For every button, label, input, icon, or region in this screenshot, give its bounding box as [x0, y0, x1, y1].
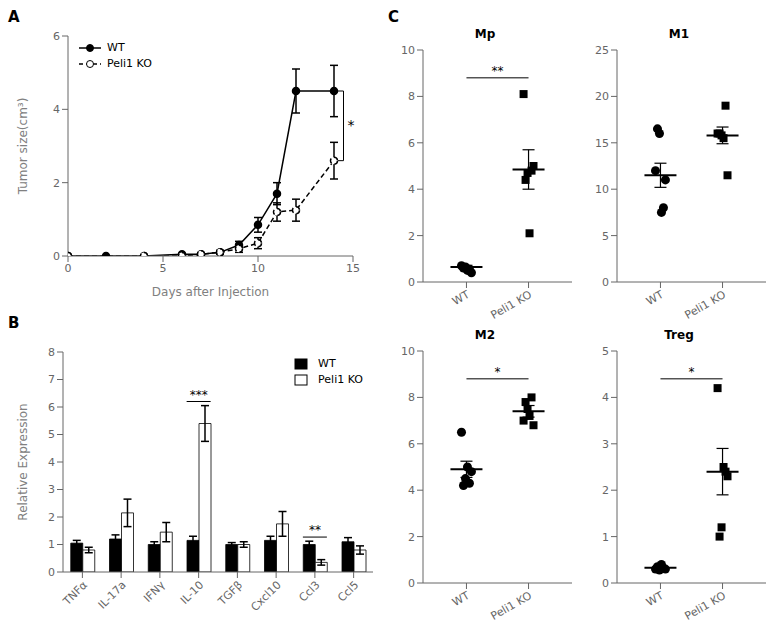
svg-text:2: 2	[48, 511, 55, 524]
html-text:Treg: Treg	[664, 328, 694, 342]
svg-text:10: 10	[595, 183, 609, 196]
svg-text:4: 4	[48, 456, 55, 469]
svg-text:3: 3	[48, 483, 55, 496]
svg-text:20: 20	[595, 90, 609, 103]
svg-text:Tumor size(cm³): Tumor size(cm³)	[16, 98, 30, 196]
svg-text:7: 7	[48, 373, 55, 386]
svg-text:1: 1	[48, 538, 55, 551]
svg-text:TGFβ: TGFβ	[215, 578, 245, 608]
html-text:WT: WT	[107, 41, 125, 54]
svg-text:Peli1 KO: Peli1 KO	[489, 589, 535, 623]
html-text:Peli1 KO: Peli1 KO	[318, 373, 363, 386]
svg-text:2: 2	[53, 177, 60, 190]
svg-text:WT: WT	[450, 288, 472, 308]
svg-text:10: 10	[401, 44, 415, 57]
html-text:M1: M1	[668, 27, 690, 41]
svg-text:4: 4	[408, 183, 415, 196]
svg-text:8: 8	[48, 346, 55, 359]
svg-text:6: 6	[408, 438, 415, 451]
html-text:Peli1 KO: Peli1 KO	[107, 57, 152, 70]
svg-text:4: 4	[602, 391, 609, 404]
svg-text:0: 0	[602, 276, 609, 289]
svg-text:***: ***	[190, 388, 208, 402]
html-text:M2: M2	[474, 328, 496, 342]
svg-text:0: 0	[408, 276, 415, 289]
html-text:Mp: Mp	[474, 27, 496, 41]
svg-text:Peli1 KO: Peli1 KO	[683, 288, 729, 322]
svg-text:0: 0	[48, 566, 55, 579]
svg-text:Days after Injection: Days after Injection	[152, 285, 269, 299]
html-text:C: C	[388, 8, 399, 26]
svg-text:2: 2	[408, 230, 415, 243]
svg-text:IL-17a: IL-17a	[96, 578, 129, 611]
svg-text:6: 6	[408, 137, 415, 150]
svg-text:0: 0	[65, 262, 72, 275]
svg-text:8: 8	[408, 391, 415, 404]
svg-text:10: 10	[251, 262, 265, 275]
svg-text:*: *	[348, 117, 355, 133]
svg-text:5: 5	[160, 262, 167, 275]
svg-text:Relative Expression: Relative Expression	[16, 403, 30, 520]
svg-text:IFNγ: IFNγ	[141, 578, 168, 605]
svg-text:6: 6	[53, 30, 60, 43]
svg-text:WT: WT	[644, 288, 666, 308]
svg-text:8: 8	[408, 90, 415, 103]
svg-text:1: 1	[602, 531, 609, 544]
html-text:B: B	[8, 314, 20, 332]
svg-text:WT: WT	[450, 589, 472, 609]
svg-text:0: 0	[408, 577, 415, 590]
svg-text:0: 0	[53, 250, 60, 263]
svg-text:0: 0	[602, 577, 609, 590]
svg-text:15: 15	[346, 262, 360, 275]
svg-text:10: 10	[401, 345, 415, 358]
svg-text:IL-10: IL-10	[178, 578, 206, 606]
svg-text:15: 15	[595, 137, 609, 150]
svg-text:4: 4	[408, 484, 415, 497]
svg-text:Peli1 KO: Peli1 KO	[489, 288, 535, 322]
svg-text:WT: WT	[644, 589, 666, 609]
svg-text:TNFα: TNFα	[60, 578, 90, 608]
svg-text:**: **	[492, 64, 504, 78]
svg-text:**: **	[309, 523, 321, 537]
svg-text:2: 2	[602, 484, 609, 497]
svg-text:3: 3	[602, 438, 609, 451]
svg-text:*: *	[689, 365, 695, 379]
svg-text:5: 5	[48, 428, 55, 441]
svg-text:2: 2	[408, 531, 415, 544]
svg-text:Ccl5: Ccl5	[335, 578, 361, 604]
html-text:WT: WT	[318, 357, 336, 370]
html-text:A: A	[8, 8, 20, 26]
svg-text:*: *	[495, 365, 501, 379]
svg-text:5: 5	[602, 345, 609, 358]
svg-text:5: 5	[602, 230, 609, 243]
svg-text:Ccl3: Ccl3	[296, 578, 322, 604]
svg-text:Peli1 KO: Peli1 KO	[683, 589, 729, 623]
svg-text:6: 6	[48, 401, 55, 414]
svg-text:Cxcl10: Cxcl10	[248, 578, 283, 613]
svg-text:25: 25	[595, 44, 609, 57]
svg-text:4: 4	[53, 103, 60, 116]
